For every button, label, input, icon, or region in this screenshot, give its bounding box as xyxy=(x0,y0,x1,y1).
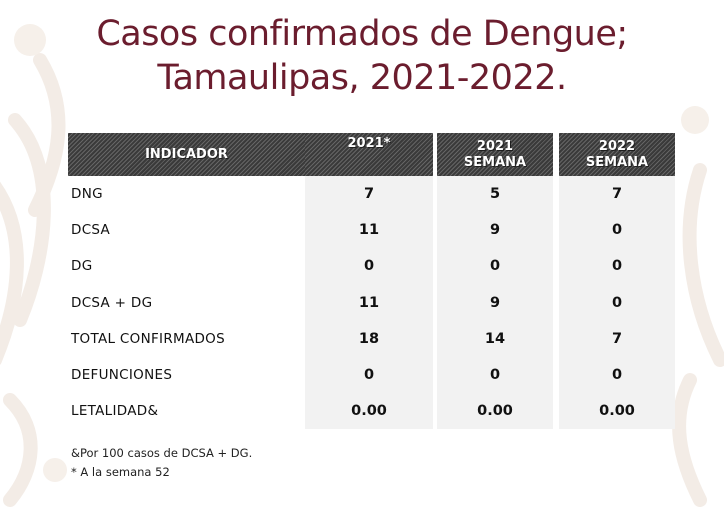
row-label: TOTAL CONFIRMADOS xyxy=(71,330,225,347)
cell-2022-semana: 0 xyxy=(559,356,675,394)
cell-2022-semana: 0 xyxy=(559,248,675,285)
cell-gap xyxy=(433,320,437,357)
page-title-line-1: Casos confirmados de Dengue; xyxy=(96,14,628,54)
header-2022-semana: 2022 SEMANA xyxy=(559,133,675,176)
cell-2021-semana: 0.00 xyxy=(437,393,553,430)
table-row-dcsa-dg: DCSA + DG 11 9 0 xyxy=(68,284,675,321)
cell-2021-semana: 0 xyxy=(437,248,553,285)
cell-2022-semana: 7 xyxy=(559,176,675,213)
header-indicator: INDICADOR xyxy=(68,133,305,176)
cell-2021-semana: 0 xyxy=(437,356,553,394)
header-gap xyxy=(553,133,559,176)
cell-2021-semana: 14 xyxy=(437,320,553,357)
row-label: DCSA xyxy=(71,222,111,239)
table-row-dng: DNG 7 5 7 xyxy=(68,176,675,213)
page-title-line-2: Tamaulipas, 2021-2022. xyxy=(157,58,567,98)
header-gap xyxy=(433,133,437,176)
cell-gap xyxy=(553,176,559,213)
cell-2021-star: 0 xyxy=(305,356,433,394)
table-row-defunciones: DEFUNCIONES 0 0 0 xyxy=(68,356,675,394)
table-row-total-confirmados: TOTAL CONFIRMADOS 18 14 7 xyxy=(68,320,675,357)
cell-gap xyxy=(433,356,437,394)
cell-2021-star: 0.00 xyxy=(305,393,433,430)
footnote-semana: * A la semana 52 xyxy=(71,465,170,479)
cell-2021-semana: 9 xyxy=(437,212,553,249)
header-2021-semana: 2021 SEMANA xyxy=(437,133,553,176)
cell-gap xyxy=(553,284,559,321)
cell-gap xyxy=(553,212,559,249)
cell-2021-semana: 5 xyxy=(437,176,553,213)
cell-2021-star: 11 xyxy=(305,284,433,321)
page-title: Casos confirmados de Dengue; Tamaulipas,… xyxy=(0,12,724,100)
cell-gap xyxy=(433,284,437,321)
cell-2022-semana: 7 xyxy=(559,320,675,357)
cell-2022-semana: 0 xyxy=(559,212,675,249)
cell-2021-star: 7 xyxy=(305,176,433,213)
cell-gap xyxy=(433,248,437,285)
table-row-letalidad: LETALIDAD& 0.00 0.00 0.00 xyxy=(68,393,675,430)
cell-gap xyxy=(553,248,559,285)
cell-gap xyxy=(433,212,437,249)
row-label: DNG xyxy=(71,186,103,203)
cell-2022-semana: 0.00 xyxy=(559,393,675,430)
cell-2022-semana: 0 xyxy=(559,284,675,321)
table-header-row: INDICADOR 2021* 2021 SEMANA 2022 SEMANA xyxy=(68,133,675,176)
cell-2021-star: 18 xyxy=(305,320,433,357)
cell-gap xyxy=(553,320,559,357)
table-row-dg: DG 0 0 0 xyxy=(68,248,675,285)
cell-gap xyxy=(433,393,437,430)
table-row-dcsa: DCSA 11 9 0 xyxy=(68,212,675,249)
row-label: DCSA + DG xyxy=(71,294,153,311)
cell-2021-semana: 9 xyxy=(437,284,553,321)
row-label: DEFUNCIONES xyxy=(71,367,173,384)
row-label: LETALIDAD& xyxy=(71,403,159,420)
footnotes: &Por 100 casos de DCSA + DG. * A la sema… xyxy=(71,444,252,482)
cell-2021-star: 0 xyxy=(305,248,433,285)
row-label: DG xyxy=(71,258,93,275)
header-2021-star: 2021* xyxy=(305,133,433,176)
indicators-table: INDICADOR 2021* 2021 SEMANA 2022 SEMANA … xyxy=(68,133,675,430)
footnote-letalidad: &Por 100 casos de DCSA + DG. xyxy=(71,446,253,460)
cell-gap xyxy=(553,393,559,430)
cell-gap xyxy=(553,356,559,394)
cell-2021-star: 11 xyxy=(305,212,433,249)
cell-gap xyxy=(433,176,437,213)
